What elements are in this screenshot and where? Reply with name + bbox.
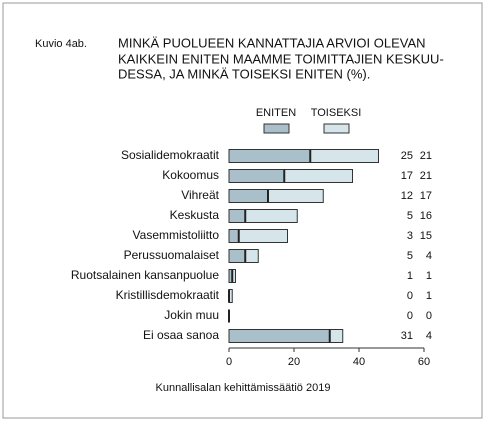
category-label: Ruotsalainen kansanpuolue: [71, 268, 219, 282]
category-label: Vasemmistoliitto: [133, 228, 220, 242]
value-label: 0: [426, 310, 432, 322]
value-label: 21: [420, 170, 432, 182]
title-line: DESSA, JA MINKÄ TOISEKSI ENITEN (%).: [118, 66, 370, 81]
value-label: 0: [407, 310, 413, 322]
bar-segment: [228, 209, 246, 223]
x-tick-label: 20: [288, 356, 300, 368]
bar-segment: [228, 169, 285, 183]
value-label: 3: [407, 230, 413, 242]
bar-segment: [228, 229, 240, 243]
category-label: Kokoomus: [162, 168, 219, 182]
value-label: 31: [401, 330, 413, 342]
bar-segment: [283, 169, 353, 183]
bar-segment: [244, 209, 298, 223]
bar-segment: [267, 189, 324, 203]
value-label: 17: [420, 190, 432, 202]
value-label: 16: [420, 210, 432, 222]
value-label: 4: [426, 250, 432, 262]
category-label: Jokin muu: [164, 308, 219, 322]
value-label: 1: [426, 290, 432, 302]
bar-segment: [228, 329, 331, 343]
legend-swatch: [323, 123, 350, 134]
legend-label: ENITEN: [256, 107, 296, 119]
value-label: 21: [420, 150, 432, 162]
value-label: 25: [401, 150, 413, 162]
source: Kunnallisalan kehittämissäätiö 2019: [156, 382, 331, 394]
category-label: Vihreät: [181, 188, 219, 202]
value-label: 1: [407, 270, 413, 282]
bar-segment: [329, 329, 344, 343]
title-line: KAIKKEIN ENITEN MAAMME TOIMITTAJIEN KESK…: [118, 51, 444, 66]
legend-swatch: [263, 123, 290, 134]
x-tick-label: 0: [226, 356, 232, 368]
category-label: Perussuomalaiset: [124, 248, 220, 262]
bar-segment: [228, 149, 311, 163]
title-line: MINKÄ PUOLUEEN KANNATTAJIA ARVIOI OLEVAN: [118, 35, 426, 50]
bar-segment: [309, 149, 379, 163]
bar-segment: [244, 249, 259, 263]
x-tick-label: 60: [418, 356, 430, 368]
bar-segment: [238, 229, 288, 243]
value-label: 4: [426, 330, 432, 342]
x-tick-label: 40: [353, 356, 365, 368]
value-label: 1: [426, 270, 432, 282]
value-label: 5: [407, 210, 413, 222]
value-label: 0: [407, 290, 413, 302]
category-label: Sosialidemokraatit: [121, 148, 220, 162]
value-label: 12: [401, 190, 413, 202]
bar-segment: [228, 189, 269, 203]
category-label: Kristillisdemokraatit: [116, 288, 220, 302]
category-label: Ei osaa sanoa: [143, 328, 219, 342]
legend-label: TOISEKSI: [311, 107, 362, 119]
category-label: Keskusta: [170, 208, 220, 222]
value-label: 17: [401, 170, 413, 182]
bar-segment: [228, 249, 246, 263]
value-label: 5: [407, 250, 413, 262]
value-label: 15: [420, 230, 432, 242]
figure-label: Kuvio 4ab.: [35, 38, 87, 50]
